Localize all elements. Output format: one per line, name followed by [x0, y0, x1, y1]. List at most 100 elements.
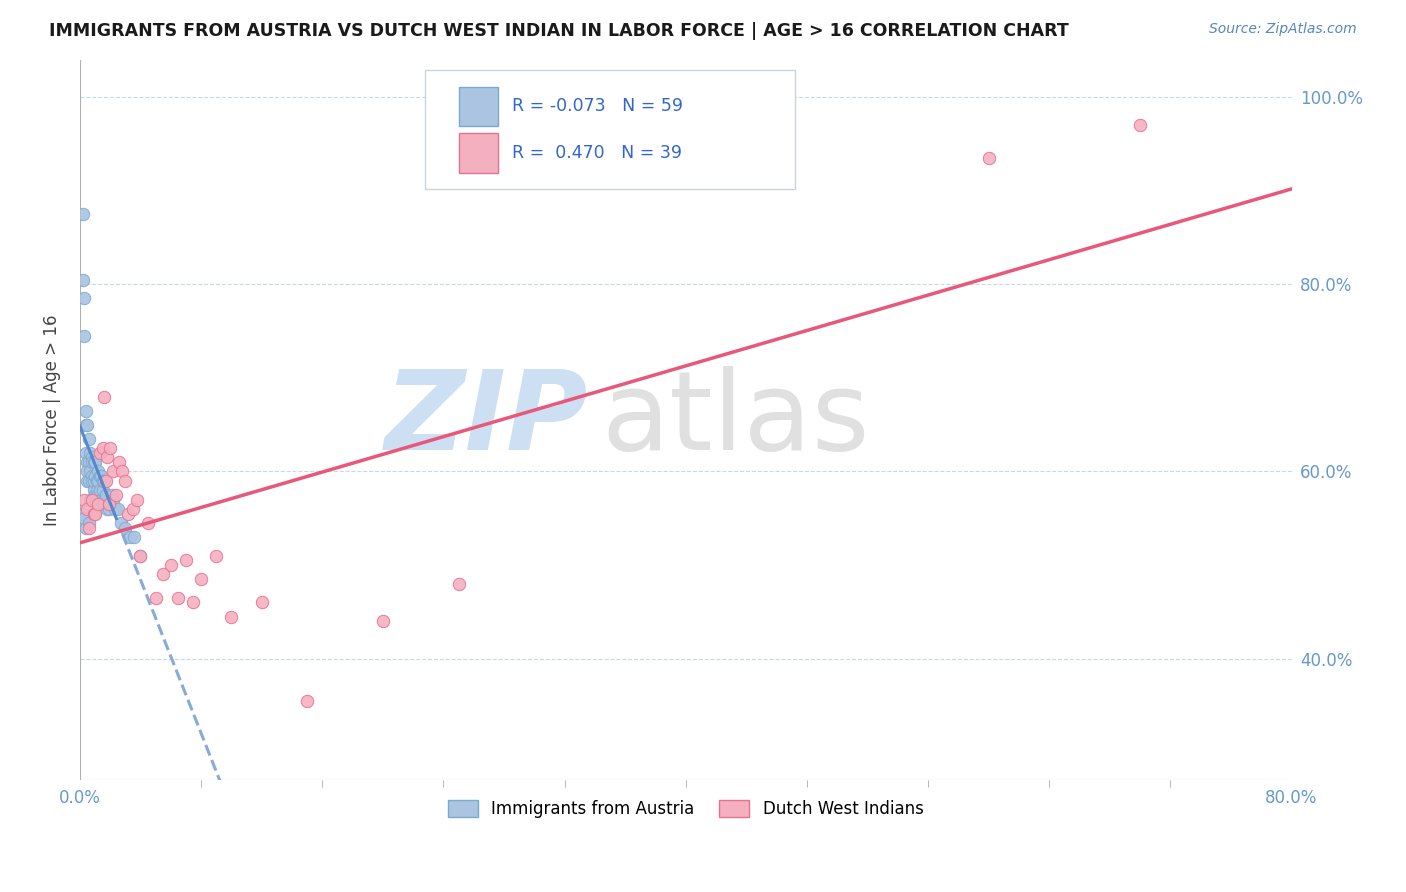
Point [84, 469, 107, 483]
Point [127, 492, 149, 507]
Point [167, 591, 190, 605]
Point [76, 455, 98, 469]
Point [110, 516, 132, 530]
Point [91, 441, 114, 455]
Point [72, 507, 94, 521]
Point [87, 497, 110, 511]
Point [84, 469, 107, 483]
Point [111, 465, 134, 479]
Point [103, 492, 125, 507]
Point [77, 432, 100, 446]
Point [114, 520, 136, 534]
Point [76, 417, 98, 432]
Point [183, 595, 205, 609]
Point [174, 553, 197, 567]
Point [118, 530, 141, 544]
Point [90, 492, 112, 507]
Point [83, 507, 105, 521]
Point [371, 614, 394, 628]
Text: R =  0.470   N = 39: R = 0.470 N = 39 [512, 145, 682, 162]
Point [79, 446, 101, 460]
Point [97, 497, 120, 511]
Point [79, 492, 101, 507]
Point [250, 595, 273, 609]
Point [104, 501, 127, 516]
Point [205, 549, 228, 563]
Point [76, 501, 98, 516]
Point [79, 465, 101, 479]
Point [129, 549, 152, 563]
Point [96, 450, 118, 465]
Point [977, 151, 1000, 165]
Point [77, 516, 100, 530]
Point [76, 465, 98, 479]
Point [75, 403, 97, 417]
Point [84, 455, 107, 469]
Point [93, 390, 115, 404]
Point [114, 474, 136, 488]
Point [129, 549, 152, 563]
Point [83, 474, 105, 488]
FancyBboxPatch shape [460, 87, 498, 127]
Point [89, 483, 111, 497]
Legend: Immigrants from Austria, Dutch West Indians: Immigrants from Austria, Dutch West Indi… [440, 791, 932, 826]
Point [77, 474, 100, 488]
FancyBboxPatch shape [460, 134, 498, 173]
Y-axis label: In Labor Force | Age > 16: In Labor Force | Age > 16 [44, 314, 60, 525]
Point [103, 465, 125, 479]
Point [105, 488, 128, 502]
Point [93, 474, 115, 488]
Point [83, 483, 105, 497]
Point [84, 507, 107, 521]
Point [190, 572, 212, 586]
Point [94, 488, 117, 502]
Point [100, 488, 122, 502]
Point [107, 501, 129, 516]
Point [91, 474, 114, 488]
Point [108, 455, 131, 469]
Point [77, 455, 100, 469]
Text: R = -0.073   N = 59: R = -0.073 N = 59 [512, 97, 683, 115]
Point [75, 417, 97, 432]
Point [87, 474, 110, 488]
Point [72, 207, 94, 221]
Text: ZIP: ZIP [385, 367, 589, 474]
Point [75, 446, 97, 460]
Point [86, 483, 108, 497]
Point [75, 520, 97, 534]
Text: Source: ZipAtlas.com: Source: ZipAtlas.com [1209, 22, 1357, 37]
Text: IMMIGRANTS FROM AUSTRIA VS DUTCH WEST INDIAN IN LABOR FORCE | AGE > 16 CORRELATI: IMMIGRANTS FROM AUSTRIA VS DUTCH WEST IN… [49, 22, 1069, 40]
Point [122, 501, 145, 516]
Point [98, 441, 121, 455]
Point [91, 483, 114, 497]
Point [80, 450, 103, 465]
Point [98, 497, 121, 511]
Point [80, 455, 103, 469]
Point [87, 488, 110, 502]
Point [97, 501, 120, 516]
Point [90, 469, 112, 483]
Point [73, 328, 96, 343]
Point [1129, 118, 1152, 132]
FancyBboxPatch shape [425, 70, 794, 189]
Point [145, 591, 167, 605]
Point [76, 474, 98, 488]
Point [89, 446, 111, 460]
Point [159, 558, 181, 572]
Point [80, 492, 103, 507]
Point [96, 501, 118, 516]
Point [89, 469, 111, 483]
Point [80, 474, 103, 488]
Point [72, 272, 94, 286]
Point [86, 474, 108, 488]
Point [221, 609, 243, 624]
Point [87, 465, 110, 479]
Point [77, 520, 100, 534]
Point [152, 567, 174, 582]
Text: atlas: atlas [600, 367, 869, 474]
Point [84, 488, 107, 502]
Point [73, 511, 96, 525]
Point [80, 469, 103, 483]
Point [117, 507, 139, 521]
Point [295, 694, 318, 708]
